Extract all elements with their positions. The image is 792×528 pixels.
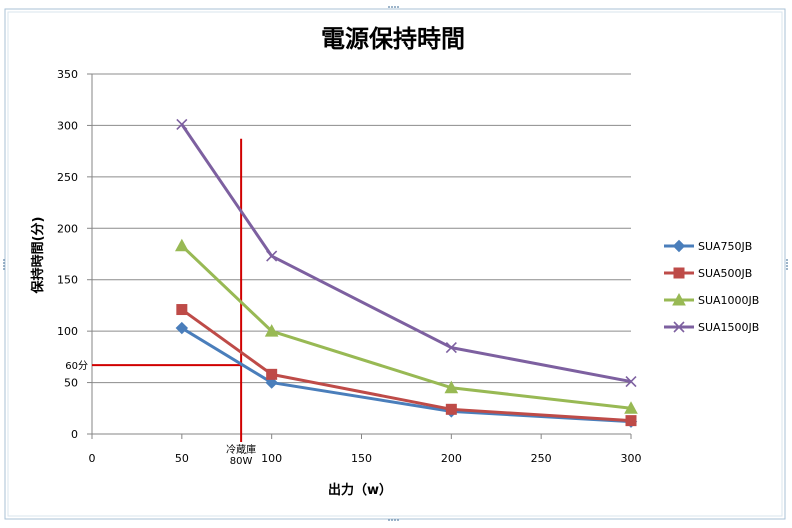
series-line	[181, 326, 632, 424]
x-tick-label: 0	[89, 452, 96, 465]
marker-stroke	[445, 342, 457, 354]
data-point	[264, 324, 279, 337]
gridlines	[92, 73, 631, 384]
marker-stroke	[625, 375, 637, 388]
data-point	[176, 118, 188, 130]
x-tick-label: 300	[621, 452, 642, 465]
marker-stroke	[673, 321, 685, 333]
y-tick-label: 350	[57, 68, 78, 81]
data-point	[624, 401, 638, 414]
x-tick-label: 50	[175, 452, 189, 465]
legend-label: SUA1000JB	[698, 294, 759, 307]
data-point	[174, 238, 189, 252]
resize-handle-top[interactable]	[388, 6, 399, 8]
data-point	[266, 368, 278, 380]
marker-stroke	[176, 118, 188, 130]
legend-label: SUA1500JB	[698, 321, 759, 334]
y-tick-label: 300	[57, 119, 78, 132]
legend-label: SUA500JB	[698, 267, 752, 280]
y-tick-label: 200	[57, 222, 78, 235]
series-line	[180, 308, 632, 423]
marker-stroke	[266, 250, 278, 262]
y-axis-label: 保持時間(分)	[30, 217, 46, 295]
x-tick-label: 250	[531, 452, 552, 465]
legend-label: SUA750JB	[698, 240, 752, 253]
series-line	[180, 244, 632, 410]
legend-swatch-marker	[673, 267, 685, 279]
data-point	[445, 342, 457, 354]
series-group	[174, 118, 638, 428]
y-tick-label: 150	[57, 274, 78, 287]
data-point	[444, 380, 459, 394]
legend: SUA750JB SUA500JB SUA1000JB SUA1500JB	[664, 239, 759, 334]
data-point	[176, 304, 188, 316]
y-tick-label: 50	[64, 377, 78, 390]
legend-swatch-marker	[672, 239, 686, 253]
legend-item: SUA750JB	[664, 239, 752, 253]
y-tick-labels: 0 50 100 150 200 250 300 350	[57, 68, 78, 441]
resize-handle-bottom[interactable]	[388, 519, 399, 521]
data-point	[625, 375, 637, 388]
series-SUA500JB	[176, 304, 637, 427]
series-SUA1000JB	[174, 238, 638, 414]
legend-item: SUA1000JB	[664, 292, 759, 307]
legend-swatch-marker	[672, 292, 686, 306]
data-point	[625, 415, 637, 427]
chart-border-inner	[7, 11, 783, 517]
series-line	[180, 123, 632, 384]
axes	[87, 73, 632, 439]
y-tick-label: 0	[71, 428, 78, 441]
reference-label-fridge-watts: 80W	[230, 456, 253, 467]
chart-border	[4, 8, 786, 520]
reference-label-60min: 60分	[65, 360, 88, 372]
legend-swatch-marker	[673, 321, 685, 333]
x-tick-label: 100	[261, 452, 282, 465]
series-SUA1500JB	[176, 118, 637, 388]
resize-handle-right[interactable]	[786, 259, 788, 270]
data-point	[445, 403, 457, 415]
x-tick-label: 150	[351, 452, 372, 465]
legend-item: SUA500JB	[664, 267, 752, 280]
resize-handle-left[interactable]	[3, 259, 5, 270]
legend-item: SUA1500JB	[664, 321, 759, 334]
chart-title: 電源保持時間	[321, 25, 465, 53]
x-tick-labels: 0 50 100 150 200 250 300	[89, 452, 642, 465]
x-axis-label: 出力（w）	[328, 482, 392, 498]
y-tick-label: 100	[57, 325, 78, 338]
data-point	[266, 250, 278, 262]
x-tick-label: 200	[441, 452, 462, 465]
reference-label-fridge: 冷蔵庫	[226, 443, 256, 456]
data-point	[175, 321, 189, 335]
y-tick-label: 250	[57, 171, 78, 184]
